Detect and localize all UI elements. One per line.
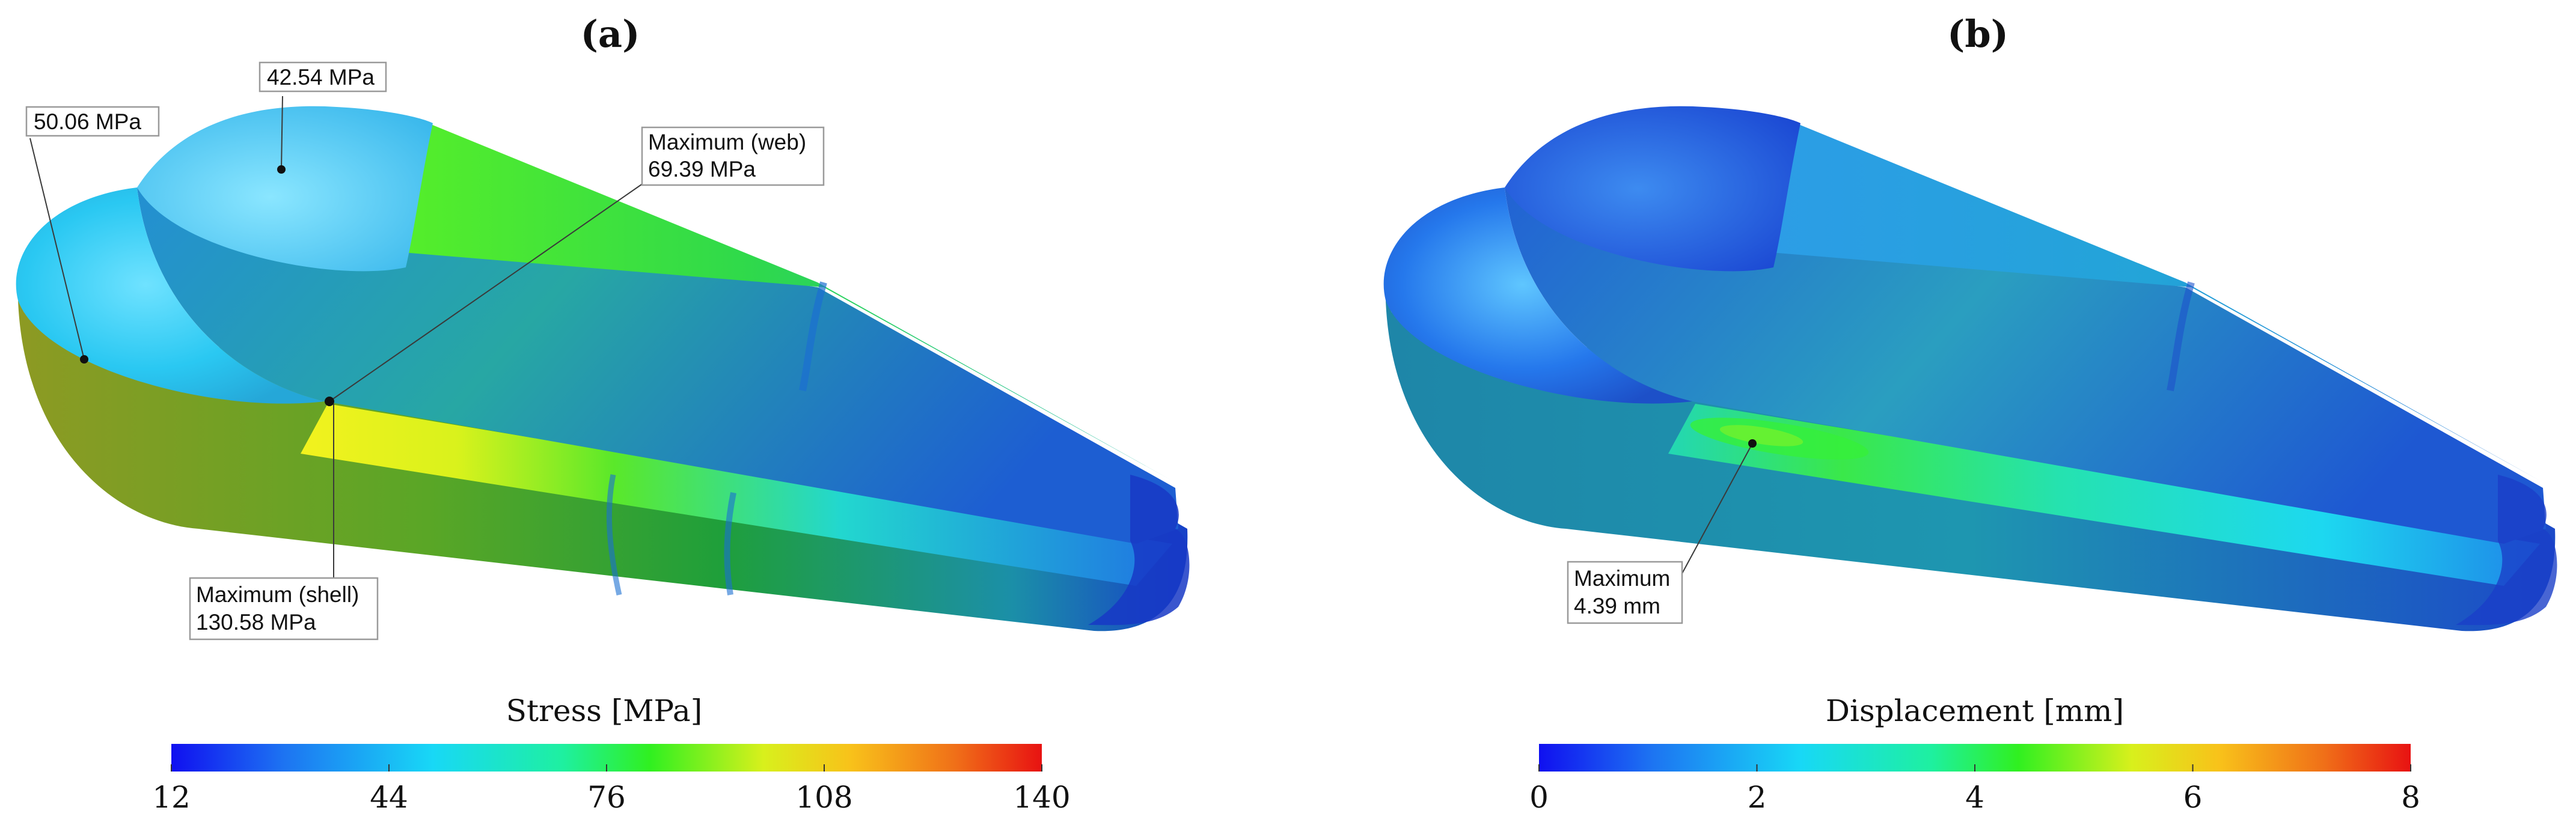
panel-b-leaders [1680, 439, 1757, 577]
annotation-text: 50.06 MPa [34, 109, 141, 134]
panel-a-annotation-2: 50.06 MPa [25, 106, 160, 137]
panel-a-seam-1 [799, 281, 827, 392]
panel-a-annotation-1: 42.54 MPa [259, 61, 387, 93]
annotation-text: Maximum (web) [648, 130, 806, 154]
panel-a-seam-3 [606, 474, 622, 595]
colorbar-tick-label: 44 [370, 780, 408, 815]
panel-b-colorbar-title: Displacement [mm] [1826, 693, 2124, 728]
panel-b-label: (b) [1947, 12, 2008, 56]
colorbar-tick-label: 6 [2183, 780, 2203, 815]
annotation-text: 130.58 MPa [196, 610, 316, 635]
colorbar-tick-label: 76 [587, 780, 626, 815]
colorbar-tick-label: 140 [1013, 780, 1070, 815]
panel-b-annotation-1: Maximum 4.39 mm [1567, 561, 1683, 624]
annotation-text: Maximum [1574, 566, 1670, 591]
panel-a-top-cap [137, 106, 433, 272]
panel-b: (b) Maximum 4.39 mm Displacement [mm] [1383, 12, 2557, 815]
colorbar-tick-label: 0 [1529, 780, 1549, 815]
panel-b-top-cap [1505, 106, 1800, 272]
colorbar-tick-label: 2 [1748, 780, 1767, 815]
colorbar-tick-label: 108 [795, 780, 852, 815]
panel-a-leaders [29, 96, 644, 592]
panel-b-web-surface [1505, 187, 2546, 544]
panel-a-tip [1088, 475, 1190, 626]
panel-a-lower-web [301, 404, 1172, 586]
panel-a-web-surface [137, 187, 1178, 544]
panel-a-seam-2 [724, 492, 736, 595]
panel-b-top-skin [1770, 120, 2540, 481]
annotation-text: Maximum (shell) [196, 582, 359, 607]
panel-a-top-skin [403, 120, 1172, 481]
panel-b-left-cap [1383, 187, 1692, 404]
colorbar-tick-label: 12 [152, 780, 191, 815]
colorbar-tick-label: 4 [1965, 780, 1984, 815]
panel-b-displacement-model [1383, 106, 2557, 632]
panel-a-colorbar-title: Stress [MPa] [506, 693, 702, 728]
panel-a-stress-model [16, 106, 1190, 632]
panel-b-seam-1 [2167, 281, 2195, 392]
panel-a-annotation-4: Maximum (shell) 130.58 MPa [189, 577, 379, 641]
panel-a-label: (a) [581, 12, 640, 56]
colorbar-tick-label: 8 [2401, 780, 2420, 815]
panel-b-tip [2456, 475, 2557, 626]
panel-a-colorbar-ticks: 12 44 76 108 140 [152, 764, 1071, 815]
panel-a-left-cap [16, 187, 325, 404]
panel-b-colorbar: Displacement [mm] 0 2 4 6 8 [1529, 693, 2420, 815]
panel-a-colorbar: Stress [MPa] 12 44 76 108 140 [152, 693, 1071, 815]
panel-b-colorbar-ticks: 0 2 4 6 8 [1529, 764, 2420, 815]
panel-a: (a) [16, 12, 1190, 815]
annotation-text: 4.39 mm [1574, 594, 1660, 618]
annotation-text: 42.54 MPa [267, 65, 375, 90]
panel-a-annotation-3: Maximum (web) 69.39 MPa [641, 126, 825, 186]
panel-b-lower-web [1668, 404, 2540, 586]
panel-b-hotspot-core [1719, 425, 1804, 446]
annotation-text: 69.39 MPa [648, 157, 756, 181]
